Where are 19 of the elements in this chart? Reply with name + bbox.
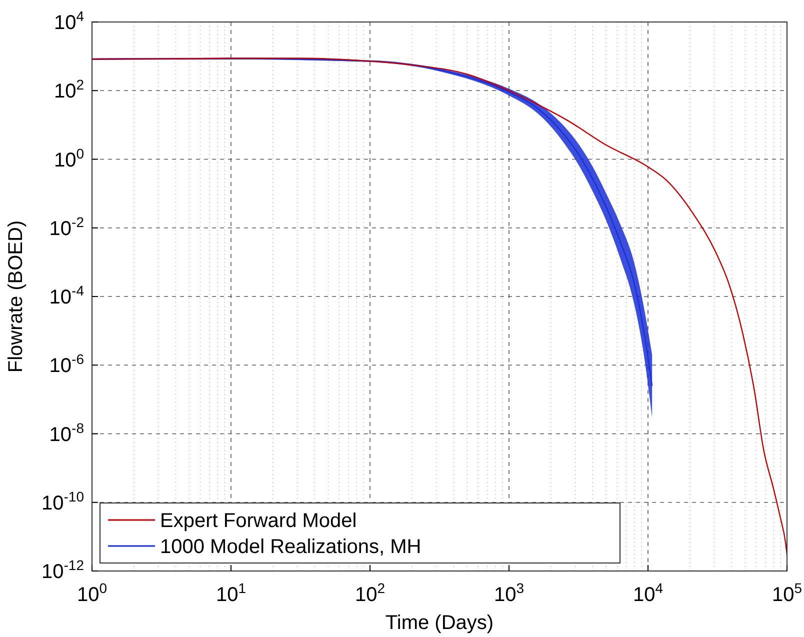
y-tick-label: 10$^{-4}$	[49, 282, 84, 308]
y-tick-label: 10$^{4}$	[54, 8, 84, 34]
y-tick-label: 10$^{-10}$	[42, 488, 84, 514]
y-axis-title: Flowrate (BOED)	[5, 220, 27, 373]
x-tick-label: 10$^{0}$	[76, 580, 108, 606]
x-tick-label: 10$^{3}$	[494, 580, 524, 606]
y-tick-label: 10$^{2}$	[54, 76, 84, 103]
y-tick-label: 10$^{-8}$	[49, 420, 84, 446]
y-tick-label: 10$^{-6}$	[49, 351, 84, 378]
y-tick-label: 10$^{-12}$	[42, 557, 84, 583]
x-tick-label: 10$^{5}$	[772, 580, 802, 606]
x-axis-title: Time (Days)	[385, 612, 494, 634]
x-tick-label: 10$^{2}$	[354, 580, 386, 606]
x-tick-label: 10$^{4}$	[632, 580, 664, 606]
x-tick-label: 10$^{1}$	[216, 580, 246, 606]
legend-label: Expert Forward Model	[160, 510, 357, 532]
legend-label: 1000 Model Realizations, MH	[160, 536, 422, 558]
y-tick-label: 10$^{-2}$	[49, 214, 84, 240]
y-tick-label: 10$^{0}$	[54, 145, 84, 172]
